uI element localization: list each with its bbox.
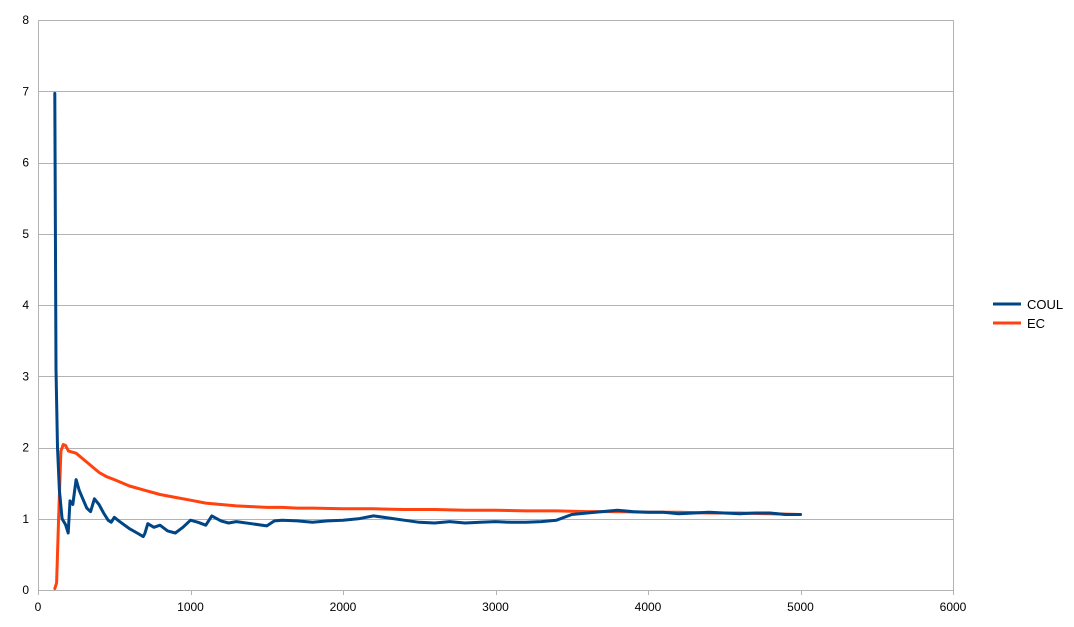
tick-labels: 0 1 2 3 4 5 6 7 8 0 1000 2000 3000 4000 5000 6000: [22, 13, 966, 614]
x-tick-label: 3000: [482, 600, 509, 614]
legend-label-coul: COUL: [1027, 297, 1063, 312]
y-tick-label: 6: [22, 156, 29, 170]
grid-lines: [38, 20, 953, 520]
legend: COUL EC: [993, 297, 1063, 331]
y-tick-label: 3: [22, 369, 29, 383]
x-tick-label: 5000: [787, 600, 814, 614]
y-tick-label: 8: [22, 13, 29, 27]
y-tick-label: 4: [22, 298, 29, 312]
x-tick-label: 6000: [940, 600, 967, 614]
x-tick-label: 0: [35, 600, 42, 614]
series-layer: [53, 91, 802, 591]
x-tick-label: 1000: [177, 600, 204, 614]
plot-frame: [38, 20, 954, 591]
x-tick-label: 4000: [635, 600, 662, 614]
y-tick-label: 5: [22, 227, 29, 241]
x-tick-label: 2000: [330, 600, 357, 614]
y-tick-label: 0: [22, 583, 29, 597]
legend-label-ec: EC: [1027, 316, 1045, 331]
y-tick-label: 2: [22, 441, 29, 455]
axes: [38, 20, 954, 595]
y-tick-label: 7: [22, 84, 29, 98]
y-tick-label: 1: [22, 512, 29, 526]
series-line-coul: [53, 91, 802, 539]
